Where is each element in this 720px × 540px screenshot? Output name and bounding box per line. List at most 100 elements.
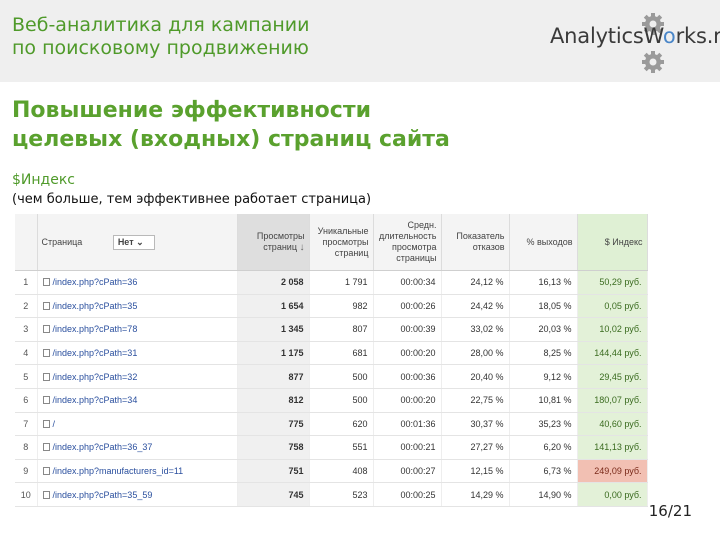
unique-cell: 408 <box>309 459 374 484</box>
document-icon <box>42 372 50 381</box>
bounce-cell: 27,27 % <box>441 435 510 460</box>
header-pageviews[interactable]: Просмотры страниц ↓ <box>237 214 310 271</box>
brand-name: AnalyticsWorks.ru <box>550 24 720 48</box>
bounce-cell: 30,37 % <box>441 412 510 437</box>
index-cell: 0,00 руб. <box>577 482 648 507</box>
filter-select[interactable]: Нет ⌄ <box>112 234 155 250</box>
index-cell: 10,02 руб. <box>577 317 648 342</box>
header-title: Веб-аналитика для кампании по поисковому… <box>12 14 342 60</box>
bounce-cell: 20,40 % <box>441 364 510 389</box>
header-rownum <box>15 214 38 271</box>
page-cell[interactable]: / <box>37 412 238 437</box>
header-title-line2: по поисковому продвижению <box>12 37 309 59</box>
index-cell: 50,29 руб. <box>577 270 648 295</box>
page-cell[interactable]: /index.php?cPath=36_37 <box>37 435 238 460</box>
avg-time-cell: 00:00:21 <box>373 435 442 460</box>
page-cell[interactable]: /index.php?cPath=32 <box>37 364 238 389</box>
metric-note: (чем больше, тем эффективнее работает ст… <box>12 192 372 207</box>
page-cell[interactable]: /index.php?cPath=36 <box>37 270 238 295</box>
header-page[interactable]: Страница Нет ⌄ <box>37 214 238 271</box>
page-link[interactable]: /index.php?cPath=35 <box>52 300 138 311</box>
page-link[interactable]: /index.php?cPath=32 <box>52 371 138 382</box>
page-link[interactable]: /index.php?cPath=31 <box>52 348 138 359</box>
pageviews-cell: 1 654 <box>237 294 310 319</box>
brand-logo: AnalyticsWorks.ru <box>550 13 720 73</box>
header-pageviews-label: Просмотры страниц <box>256 231 305 252</box>
document-icon <box>42 467 50 476</box>
index-cell: 29,45 руб. <box>577 364 648 389</box>
table-row: 5 /index.php?cPath=32 877 500 00:00:36 2… <box>15 364 648 389</box>
sort-down-icon: ↓ <box>299 242 305 253</box>
row-number: 10 <box>15 482 38 507</box>
analytics-table-container: Страница Нет ⌄ Просмотры страниц ↓ Уника… <box>15 214 648 507</box>
page-cell[interactable]: /index.php?cPath=35_59 <box>37 482 238 507</box>
gear-icon <box>642 51 664 73</box>
page-cell[interactable]: /index.php?cPath=35 <box>37 294 238 319</box>
table-row: 7 / 775 620 00:01:36 30,37 % 35,23 % 40,… <box>15 412 648 437</box>
page-cell[interactable]: /index.php?cPath=78 <box>37 317 238 342</box>
header-index[interactable]: $ Индекс <box>577 214 648 271</box>
slide-heading: Повышение эффективности целевых (входных… <box>12 96 572 154</box>
pageviews-cell: 1 345 <box>237 317 310 342</box>
avg-time-cell: 00:00:34 <box>373 270 442 295</box>
exit-cell: 10,81 % <box>509 388 578 413</box>
header-avg-time[interactable]: Средн. длительность просмотра страницы <box>373 214 442 271</box>
pageviews-cell: 1 175 <box>237 341 310 366</box>
table-row: 8 /index.php?cPath=36_37 758 551 00:00:2… <box>15 435 648 460</box>
row-number: 4 <box>15 341 38 366</box>
slide-heading-line1: Повышение эффективности <box>12 98 371 123</box>
unique-cell: 982 <box>309 294 374 319</box>
bounce-cell: 33,02 % <box>441 317 510 342</box>
row-number: 2 <box>15 294 38 319</box>
exit-cell: 20,03 % <box>509 317 578 342</box>
pageviews-cell: 745 <box>237 482 310 507</box>
index-cell: 144,44 руб. <box>577 341 648 366</box>
unique-cell: 620 <box>309 412 374 437</box>
header-title-line1: Веб-аналитика для кампании <box>12 14 310 36</box>
unique-cell: 500 <box>309 388 374 413</box>
page-link[interactable]: /index.php?cPath=35_59 <box>52 489 153 500</box>
document-icon <box>42 490 50 499</box>
pageviews-cell: 877 <box>237 364 310 389</box>
slide-header: Веб-аналитика для кампании по поисковому… <box>0 0 720 82</box>
table-header-row: Страница Нет ⌄ Просмотры страниц ↓ Уника… <box>15 214 648 271</box>
header-page-label: Страница <box>41 236 83 247</box>
page-link[interactable]: /index.php?cPath=36 <box>52 277 138 288</box>
row-number: 7 <box>15 412 38 437</box>
avg-time-cell: 00:00:36 <box>373 364 442 389</box>
header-unique[interactable]: Уникальные просмотры страниц <box>309 214 374 271</box>
table-row: 3 /index.php?cPath=78 1 345 807 00:00:39… <box>15 317 648 342</box>
page-link[interactable]: /index.php?cPath=78 <box>52 324 138 335</box>
page-cell[interactable]: /index.php?manufacturers_id=11 <box>37 459 238 484</box>
row-number: 6 <box>15 388 38 413</box>
index-cell: 249,09 руб. <box>577 459 648 484</box>
exit-cell: 35,23 % <box>509 412 578 437</box>
table-row: 9 /index.php?manufacturers_id=11 751 408… <box>15 459 648 484</box>
page-link[interactable]: / <box>52 418 56 429</box>
metric-label: $Индекс <box>12 172 75 188</box>
avg-time-cell: 00:00:27 <box>373 459 442 484</box>
slide-heading-line2: целевых (входных) страниц сайта <box>12 127 450 152</box>
unique-cell: 523 <box>309 482 374 507</box>
index-cell: 40,60 руб. <box>577 412 648 437</box>
table-row: 2 /index.php?cPath=35 1 654 982 00:00:26… <box>15 294 648 319</box>
index-cell: 0,05 руб. <box>577 294 648 319</box>
bounce-cell: 14,29 % <box>441 482 510 507</box>
page-link[interactable]: /index.php?manufacturers_id=11 <box>52 466 184 477</box>
header-bounce[interactable]: Показатель отказов <box>441 214 510 271</box>
avg-time-cell: 00:00:25 <box>373 482 442 507</box>
avg-time-cell: 00:00:26 <box>373 294 442 319</box>
header-exit[interactable]: % выходов <box>509 214 578 271</box>
table-row: 6 /index.php?cPath=34 812 500 00:00:20 2… <box>15 388 648 413</box>
exit-cell: 6,73 % <box>509 459 578 484</box>
page-link[interactable]: /index.php?cPath=34 <box>52 395 138 406</box>
avg-time-cell: 00:00:39 <box>373 317 442 342</box>
unique-cell: 681 <box>309 341 374 366</box>
chevron-down-icon: ⌄ <box>136 236 144 247</box>
pageviews-cell: 758 <box>237 435 310 460</box>
page-cell[interactable]: /index.php?cPath=34 <box>37 388 238 413</box>
bounce-cell: 22,75 % <box>441 388 510 413</box>
unique-cell: 500 <box>309 364 374 389</box>
page-cell[interactable]: /index.php?cPath=31 <box>37 341 238 366</box>
page-link[interactable]: /index.php?cPath=36_37 <box>52 442 153 453</box>
